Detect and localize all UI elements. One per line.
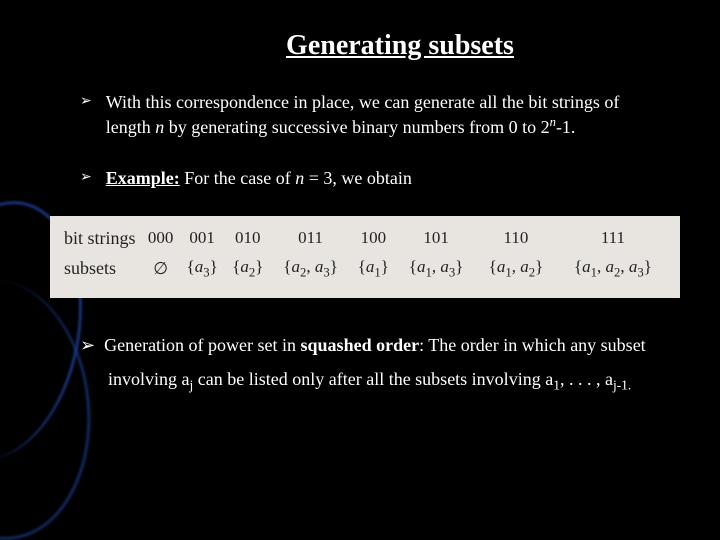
bs-6: 110 [476, 224, 556, 253]
subset-table: bit strings 000 001 010 011 100 101 110 … [50, 216, 680, 298]
bullet-marker-icon: ➢ [80, 93, 92, 140]
bs-4: 100 [351, 224, 397, 253]
bullet-marker-icon: ➢ [80, 169, 92, 190]
ss-5: {a1, a3} [396, 253, 476, 284]
bs-5: 101 [396, 224, 476, 253]
b2-part-c: = 3, we obtain [304, 168, 412, 188]
slide-body: Generating subsets ➢ With this correspon… [0, 0, 720, 540]
ss-3: {a2, a3} [271, 253, 351, 284]
l-t2: squashed order [301, 335, 420, 355]
table-row-subsets: subsets ∅ {a3} {a2} {a2, a3} {a1} {a1, a… [64, 253, 670, 284]
bullet-1: ➢ With this correspondence in place, we … [80, 90, 660, 140]
row-label-subsets: subsets [64, 253, 142, 284]
bs-7: 111 [556, 224, 670, 253]
bullet-2: ➢ Example: For the case of n = 3, we obt… [80, 166, 660, 190]
bs-2: 010 [225, 224, 271, 253]
b2-example-label: Example: [106, 168, 180, 188]
b1-n-1: n [155, 117, 164, 137]
ss-2: {a2} [225, 253, 271, 284]
l-t5: , . . . , a [560, 369, 613, 389]
ss-0: ∅ [142, 253, 179, 284]
b2-part-b: For the case of [180, 168, 295, 188]
ss-1: {a3} [179, 253, 225, 284]
l-t1: Generation of power set in [104, 335, 300, 355]
bullet-2-text: Example: For the case of n = 3, we obtai… [106, 166, 412, 190]
bs-0: 000 [142, 224, 179, 253]
row-label-bitstrings: bit strings [64, 224, 142, 253]
ss-7: {a1, a2, a3} [556, 253, 670, 284]
b1-part-b: by generating successive binary numbers … [164, 117, 549, 137]
ss-4: {a1} [351, 253, 397, 284]
b1-part-c: -1. [556, 117, 576, 137]
table-row-bitstrings: bit strings 000 001 010 011 100 101 110 … [64, 224, 670, 253]
l-t4: can be listed only after all the subsets… [193, 369, 553, 389]
bs-3: 011 [271, 224, 351, 253]
bullet-marker-icon: ➢ [80, 335, 95, 355]
bullet-3: ➢ Generation of power set in squashed or… [108, 328, 660, 398]
l-t4sub1: 1 [553, 378, 560, 393]
ss-6: {a1, a2} [476, 253, 556, 284]
l-t5sub: j-1. [613, 378, 631, 393]
bullet-1-text: With this correspondence in place, we ca… [106, 90, 660, 140]
slide-title: Generating subsets [140, 30, 660, 62]
bs-1: 001 [179, 224, 225, 253]
b2-n: n [295, 168, 304, 188]
